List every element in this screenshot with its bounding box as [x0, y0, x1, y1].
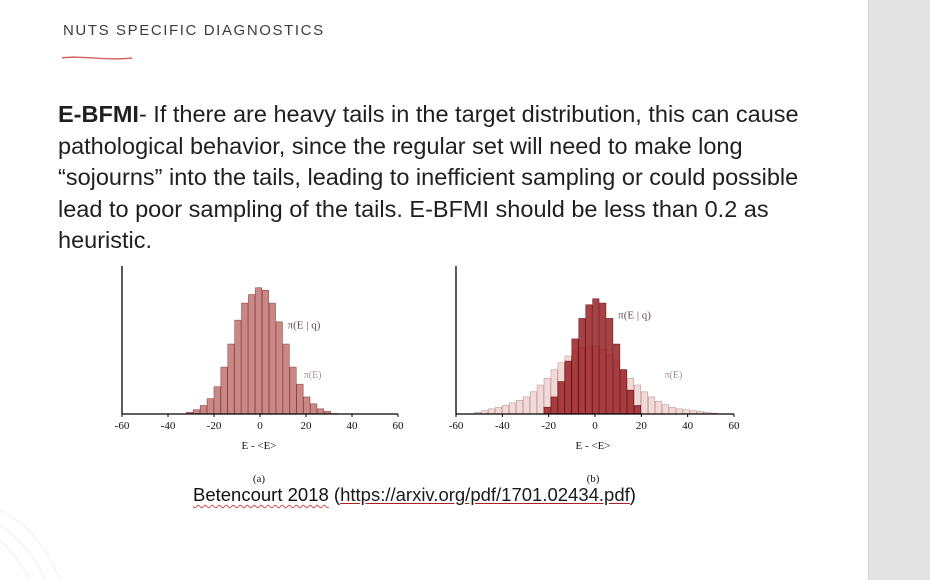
citation-link[interactable]: https://arxiv.org/pdf/1701.02434.pdf [340, 484, 630, 505]
histogram-bar-eq [606, 318, 614, 415]
histogram-bar-eq [592, 298, 600, 415]
histogram-panel-b: -60 -40 -20 0 20 40 60 E - <E> (b) π(E | q) π(E) [449, 266, 740, 485]
histogram-bar-eq [289, 366, 297, 415]
histogram-bar-eq [282, 343, 290, 415]
series-label-e: π(E) [304, 370, 322, 381]
histogram-bar-eq [620, 369, 628, 415]
window-gutter [868, 0, 930, 580]
x-tick-label: -40 [161, 420, 176, 432]
histogram-bar-e [488, 408, 496, 415]
x-tick-label: 60 [729, 420, 741, 432]
series-label-eq: π(E | q) [618, 309, 651, 321]
histogram-bar-eq [241, 302, 249, 415]
x-tick-label: 20 [301, 420, 313, 432]
histogram-bar-e [675, 408, 683, 415]
histogram-bar-e [654, 400, 662, 415]
histogram-bar-eq [317, 408, 325, 415]
histogram-bar-e [509, 402, 516, 415]
slide: NUTS SPECIFIC DIAGNOSTICS E-BFMI- If the… [0, 0, 868, 580]
histogram-bar-eq [199, 405, 207, 415]
citation-open-paren: ( [328, 484, 341, 505]
histogram-bar-eq [557, 381, 565, 415]
histogram-bar-eq [255, 287, 262, 415]
histogram-bar-eq [262, 290, 269, 415]
title-underline [61, 56, 133, 60]
citation: Betencourt 2018 (https://arxiv.org/pdf/1… [193, 484, 636, 506]
x-tick-label: 20 [636, 420, 648, 432]
histogram-bar-e [502, 405, 509, 415]
histogram-bar-eq [578, 318, 586, 415]
x-axis-label: E - <E> [575, 440, 610, 452]
histogram-bar-eq [564, 360, 572, 415]
series-label-eq: π(E | q) [288, 320, 321, 332]
histogram-bar-eq [550, 396, 558, 415]
histogram-bar-eq [248, 294, 256, 415]
histogram-bar-eq [627, 389, 635, 415]
x-tick-label: -60 [115, 420, 130, 432]
ebfmi-figure: -60 -40 -20 0 20 40 60 E - <E> (a) π(E | q) π(E) -… [115, 266, 740, 485]
histogram-bar-eq [543, 406, 551, 415]
histogram-bar-eq [206, 398, 214, 415]
histogram-bar-eq [234, 319, 242, 415]
body-text: - If there are heavy tails in the target… [58, 101, 799, 253]
body-lead-term: E-BFMI [58, 101, 139, 127]
histogram-bar-eq [585, 304, 593, 415]
citation-close-paren: ) [629, 484, 636, 505]
histogram-bar-e [522, 396, 530, 415]
x-tick-label: 60 [393, 420, 405, 432]
histogram-bar-e [536, 384, 544, 415]
histogram-bar-eq [310, 403, 318, 415]
histogram-bar-e [661, 404, 669, 415]
histogram-bar-eq [227, 343, 235, 415]
histogram-bar-eq [220, 366, 228, 415]
series-label-e: π(E) [665, 370, 683, 381]
citation-author: Betencourt 2018 [193, 484, 329, 505]
histogram-bar-eq [599, 302, 607, 415]
histogram-bar-e [668, 406, 676, 415]
histogram-bar-e [648, 396, 655, 415]
x-tick-label: 40 [347, 420, 359, 432]
x-tick-label: -20 [541, 420, 556, 432]
histogram-bar-eq [296, 383, 304, 415]
x-tick-label: -40 [495, 420, 510, 432]
x-axis-label: E - <E> [241, 440, 276, 452]
x-tick-label: 0 [257, 420, 263, 432]
histogram-panel-a: -60 -40 -20 0 20 40 60 E - <E> (a) π(E | q) π(E) [115, 266, 404, 485]
histogram-bar-eq [634, 405, 641, 415]
histogram-bar-eq [213, 386, 221, 415]
histogram-bar-eq [268, 302, 276, 415]
section-title: NUTS SPECIFIC DIAGNOSTICS [63, 22, 325, 39]
histogram-bar-eq [571, 338, 579, 415]
x-tick-label: -20 [207, 420, 222, 432]
x-tick-label: -60 [449, 420, 464, 432]
histogram-bar-e [529, 391, 537, 415]
x-tick-label: 0 [592, 420, 598, 432]
corner-decoration [0, 509, 61, 580]
body-paragraph: E-BFMI- If there are heavy tails in the … [58, 99, 828, 257]
panel-label: (a) [253, 473, 266, 485]
histogram-bar-eq [613, 343, 621, 415]
panel-label: (b) [587, 473, 600, 485]
histogram-bar-e [495, 406, 502, 415]
histogram-bar-e [515, 400, 523, 415]
histogram-bar-eq [303, 396, 311, 415]
histogram-bar-e [641, 391, 648, 415]
histogram-bar-eq [275, 321, 283, 415]
x-tick-label: 40 [682, 420, 694, 432]
